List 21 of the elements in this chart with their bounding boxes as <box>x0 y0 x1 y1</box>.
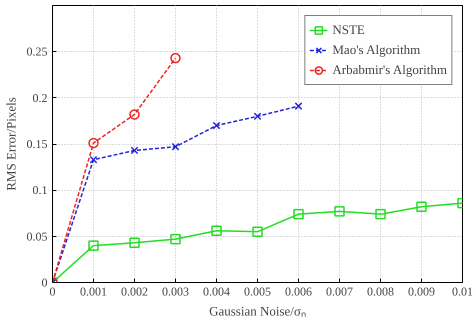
x-tick-label: 0.002 <box>121 284 148 298</box>
x-tick-label: 0.008 <box>367 284 394 298</box>
x-tick-label: 0.003 <box>162 284 189 298</box>
x-tick-label: 0.007 <box>326 284 353 298</box>
x-tick-label: 0.005 <box>244 284 271 298</box>
y-tick-label: 0.05 <box>26 229 48 244</box>
y-tick-label: 0 <box>42 276 48 290</box>
y-axis-title: RMS Error/Pixels <box>4 97 18 191</box>
x-tick-label: 0.01 <box>452 284 473 298</box>
legend-label: Arbabmir's Algorithm <box>332 62 447 78</box>
y-tick-label: 0.15 <box>26 137 48 151</box>
legend-label: Mao's Algorithm <box>332 42 420 58</box>
y-tick-label: 0.25 <box>26 44 48 59</box>
y-tick-label: 0.1 <box>32 183 48 198</box>
y-tick-label: 0.2 <box>32 90 48 105</box>
x-axis-title: Gaussian Noise/σₙ <box>209 304 306 318</box>
x-tick-label: 0.001 <box>80 284 107 298</box>
x-tick-label: 0.009 <box>408 284 435 298</box>
x-tick-label: 0.004 <box>203 284 230 298</box>
legend-label: NSTE <box>332 22 365 38</box>
x-tick-label: 0.006 <box>285 284 312 298</box>
